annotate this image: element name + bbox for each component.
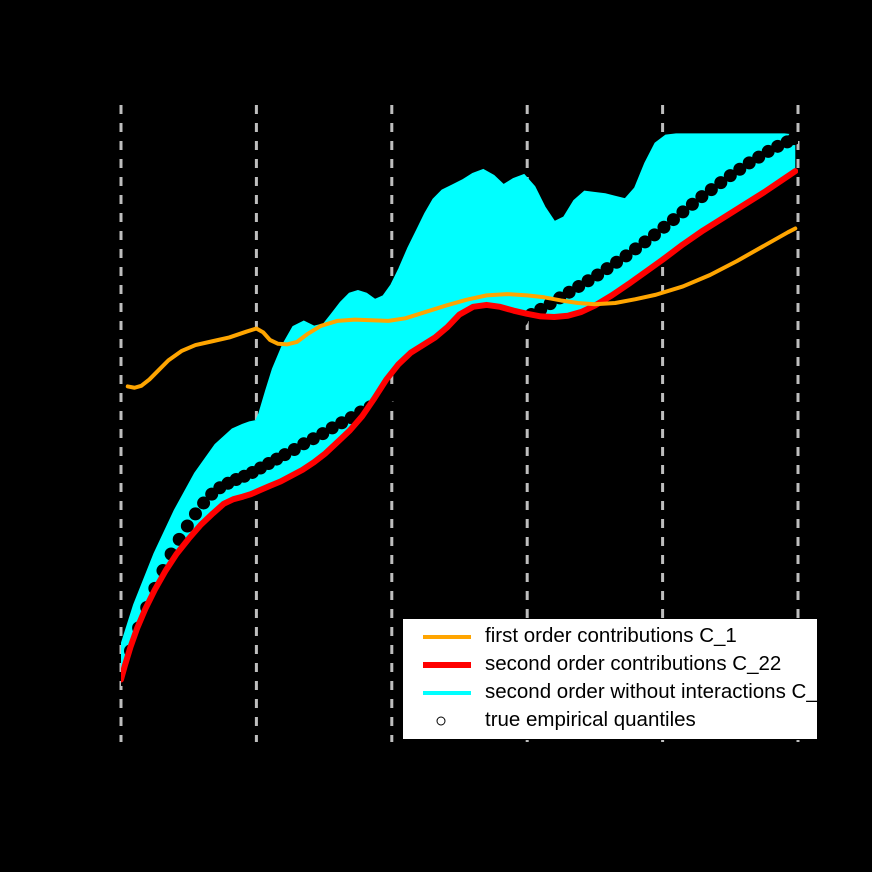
- legend-entry-c22: second order contributions C_22: [403, 651, 817, 678]
- legend-label-c22: second order contributions C_22: [485, 652, 782, 676]
- quantile-point: [316, 427, 330, 441]
- legend-entry-c1: first order contributions C_1: [403, 623, 817, 650]
- legend-key-c1: [411, 623, 485, 650]
- quantile-point: [629, 242, 643, 256]
- quantile-point: [401, 378, 415, 392]
- legend-label-true-quantiles: true empirical quantiles: [485, 708, 696, 732]
- quantile-point: [581, 274, 595, 288]
- series-area-c2-band: [121, 134, 796, 740]
- quantile-point: [180, 519, 194, 533]
- quantile-point: [647, 228, 661, 242]
- quantile-point: [591, 268, 605, 282]
- quantile-point: [733, 162, 747, 176]
- legend-entry-true-quantiles: true empirical quantiles: [403, 707, 817, 734]
- legend-swatch-line-orange: [423, 634, 471, 639]
- quantile-point: [188, 507, 202, 521]
- quantile-point: [382, 389, 396, 403]
- legend-key-c2: [411, 679, 485, 706]
- quantile-point: [458, 346, 472, 360]
- legend-entry-c2: second order without interactions C_2: [403, 679, 829, 706]
- chart-legend: first order contributions C_1 second ord…: [402, 618, 829, 740]
- legend-key-c22: [411, 651, 485, 678]
- quantile-point: [638, 235, 652, 249]
- quantile-point: [534, 302, 548, 316]
- quantile-point: [420, 367, 434, 381]
- legend-swatch-line-red: [423, 661, 471, 668]
- open-circle-icon: [436, 716, 446, 725]
- legend-label-c1: first order contributions C_1: [485, 624, 737, 648]
- quantile-point: [562, 285, 576, 299]
- series-line-c1: [125, 226, 798, 390]
- series-line-c2-upper: [121, 133, 796, 649]
- series-line-c22: [121, 168, 798, 683]
- legend-label-c2: second order without interactions C_2: [485, 680, 830, 704]
- quantile-point: [287, 443, 301, 457]
- quantile-point: [515, 313, 529, 327]
- quantile-point: [572, 279, 586, 293]
- quantile-point: [197, 496, 211, 510]
- quantile-point: [723, 169, 737, 183]
- quantile-point: [695, 190, 709, 204]
- quantile-point: [657, 220, 671, 234]
- quantile-point: [676, 205, 690, 219]
- legend-key-true-quantiles: [411, 707, 485, 734]
- quantile-point: [666, 213, 680, 227]
- quantile-point: [685, 197, 699, 211]
- quantile-point: [752, 150, 766, 164]
- quantile-point: [477, 335, 491, 349]
- quantile-point: [619, 249, 633, 263]
- quantile-point: [600, 262, 614, 276]
- quantile-point: [704, 183, 718, 197]
- quantile-point: [496, 324, 510, 338]
- quantile-point: [439, 357, 453, 371]
- quantile-point: [742, 156, 756, 170]
- quantile-point: [714, 176, 728, 190]
- legend-swatch-line-cyan: [423, 690, 471, 695]
- quantile-point: [610, 255, 624, 269]
- quantile-point: [787, 132, 798, 146]
